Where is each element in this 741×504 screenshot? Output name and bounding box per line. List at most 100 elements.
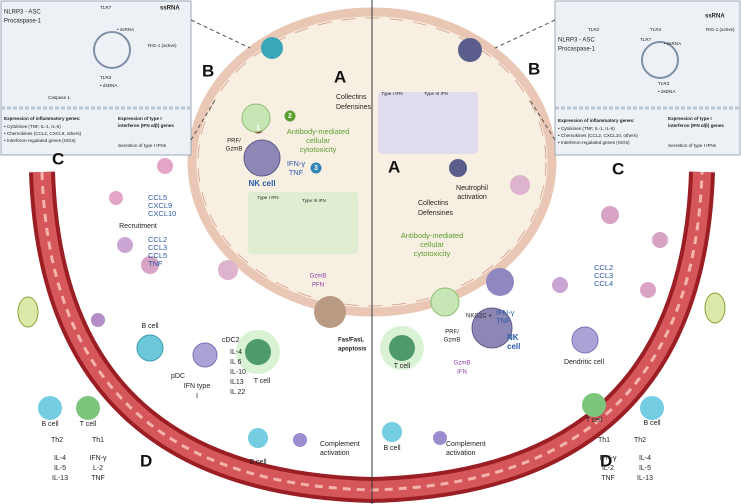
- adcc-label: cellular: [306, 136, 330, 145]
- t-cell: [389, 335, 415, 361]
- complement-label: Complement: [320, 441, 360, 448]
- t-cell: [76, 396, 100, 420]
- inset-rig-label: RIG-1 (active): [148, 43, 177, 48]
- inset-inflammatory-title-label: Expression of inflammatory genes:: [4, 116, 81, 121]
- letters-d-label: D: [600, 451, 612, 470]
- chemokines-label: CCL2: [594, 263, 613, 272]
- b-cell: [640, 396, 664, 420]
- th-th1-out-label: IFN-γ: [89, 455, 107, 462]
- inset-inflammatory-title-label: Expression of inflammatory genes:: [558, 118, 635, 123]
- chemokines1-label: CXCL10: [148, 209, 176, 218]
- complement-label: Complement: [446, 441, 486, 448]
- interleukins-label: IL 6: [230, 359, 242, 366]
- adcc-label: Antibody-mediated: [401, 231, 464, 240]
- virus: [261, 37, 283, 59]
- chemokines-label: CCL3: [594, 271, 613, 280]
- prf-label: GzmB: [226, 147, 243, 153]
- type1-label: Type I IFN: [257, 195, 278, 200]
- ifn-type-label: IFN type: [184, 383, 211, 390]
- endosome: [93, 31, 131, 69]
- prf-label: GzmB: [444, 338, 461, 344]
- steps-1-label: 2: [288, 113, 292, 120]
- nk-label: NK: [507, 333, 519, 342]
- inset-tlr3-label: TLR3: [658, 81, 670, 86]
- th-tcell-label: T cell: [586, 417, 603, 424]
- gzmb-label: GzmB: [454, 361, 471, 367]
- signaling-panel: [248, 192, 358, 254]
- chemokines2-label: CCL2: [148, 235, 167, 244]
- neutrophil: [640, 282, 656, 298]
- inset-ssrna-inner-label: • ssRNA: [664, 41, 682, 46]
- inset-tlr7-label: TLR7: [640, 37, 652, 42]
- complement: [293, 433, 307, 447]
- letters-d-label: D: [140, 451, 152, 470]
- chemokines2-label: TNF: [148, 259, 163, 268]
- th-th2-out-label: IL-4: [54, 455, 66, 462]
- pdc-label: pDC: [171, 373, 185, 380]
- type1-label: Type I IFN: [381, 91, 402, 96]
- ifn-tnf-label: TNF: [496, 316, 511, 325]
- cdc2: [192, 342, 218, 368]
- inset-tlr4-label: TLR4: [650, 27, 662, 32]
- b-cell: [38, 396, 62, 420]
- inset-ssrna-inner-label: • ssRNA: [117, 27, 135, 32]
- nk-cell: [243, 139, 281, 177]
- collectins-label: Defensines: [418, 210, 454, 217]
- step-marker: [310, 162, 322, 174]
- neutrophil-label: Neutrophil: [456, 185, 488, 192]
- inset-inflammatory-label: • Interferon-regulated genes (ISGs): [558, 140, 630, 145]
- bcell-label: B cell: [383, 445, 401, 452]
- dendritic-cell: [571, 326, 599, 354]
- chemokines2-label: CCL3: [148, 243, 167, 252]
- zoom-line: [190, 19, 251, 49]
- nkg2c-label: NKG2C +: [466, 314, 492, 320]
- immune-cell: [117, 237, 133, 253]
- type3-label: Type III IFN: [424, 91, 448, 96]
- type3-label: Type III IFN: [302, 198, 326, 203]
- neutrophil: [601, 206, 619, 224]
- ifn-type-label: I: [196, 393, 198, 400]
- inset-rig-label: RIG-1 (active): [706, 27, 735, 32]
- inset-tlr7-label: TLR7: [100, 5, 112, 10]
- letters-a-label: A: [334, 67, 346, 86]
- t-cell: [245, 339, 271, 365]
- neutrophil: [218, 260, 238, 280]
- nk-cell: [471, 307, 513, 349]
- interleukins-label: IL-10: [230, 369, 246, 376]
- endosome: [641, 41, 679, 79]
- chemokines1-label: CXCL9: [148, 201, 172, 210]
- neutrophil: [652, 232, 668, 248]
- th-th2-label: Th2: [634, 437, 646, 444]
- neutrophil-label: activation: [457, 194, 487, 201]
- pathogen: [704, 292, 726, 324]
- steps-0-label: 1: [256, 125, 260, 132]
- recruitment-label: Recruitment: [119, 223, 157, 230]
- prf-label: PRF/: [445, 330, 459, 336]
- pathogen: [17, 296, 39, 328]
- inset-procaspase-label: Procaspase-1: [558, 47, 596, 53]
- macrophage: [430, 287, 460, 317]
- complement: [433, 431, 447, 445]
- th-th2-label: Th2: [51, 437, 63, 444]
- letters-c-label: C: [52, 149, 64, 168]
- bcell2-label: B cell: [249, 459, 267, 466]
- adcc-label: cytotoxicity: [414, 249, 451, 258]
- macrophage: [241, 103, 271, 133]
- inset-inflammatory-label: • Chemokines (CCL2, CXCL10, others): [558, 133, 638, 138]
- step-marker: [284, 110, 296, 122]
- dc-label: Dendritic cell: [564, 359, 605, 366]
- inset-secretion-label: Secretion of type I IFNs: [118, 143, 167, 148]
- th-th1-out-label: IL-2: [602, 465, 614, 472]
- letters-b-label: B: [202, 61, 214, 80]
- immune-cell: [486, 268, 514, 296]
- ifn-tnf-label: IFN-γ: [496, 308, 515, 317]
- collectins-label: Defensines: [336, 104, 372, 111]
- th-th1-label: Th1: [92, 437, 104, 444]
- gzmb-label: PFN: [312, 283, 324, 289]
- th-bcell-label: B cell: [41, 421, 59, 428]
- steps-2-label: 3: [314, 165, 318, 172]
- bcell-label: B cell: [141, 323, 159, 330]
- platelet: [91, 313, 105, 327]
- gzmb-label: GzmB: [310, 274, 327, 280]
